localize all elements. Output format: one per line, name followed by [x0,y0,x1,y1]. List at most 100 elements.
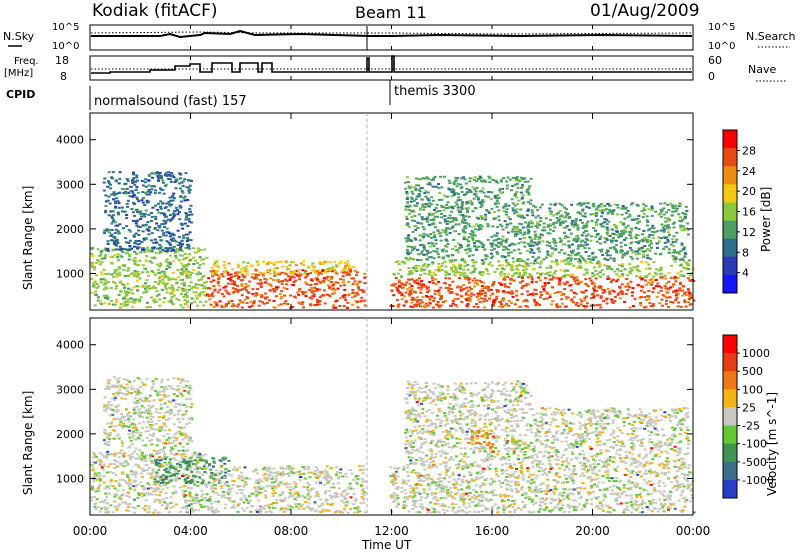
data-cell [646,240,649,243]
data-cell [437,294,441,297]
data-cell [529,177,533,180]
data-cell [176,229,180,232]
data-cell [413,298,417,301]
data-cell [246,262,250,264]
data-cell [492,217,496,220]
data-cell [527,223,531,226]
data-cell [394,277,398,279]
data-cell [526,229,530,231]
data-cell [503,304,507,307]
data-cell [514,233,518,235]
data-cell [142,421,146,424]
data-cell [637,249,641,252]
data-cell [217,284,221,287]
data-cell [545,292,549,295]
data-cell [250,276,254,279]
data-cell [606,278,610,280]
data-cell [436,210,440,213]
data-cell [394,261,398,264]
data-cell [122,422,125,425]
data-cell [267,261,271,263]
data-cell [564,211,568,214]
data-cell [622,231,626,234]
data-cell [115,238,119,241]
data-cell [439,304,443,307]
data-cell [150,453,154,456]
data-cell [202,304,206,307]
data-cell [95,455,98,458]
data-cell [564,235,568,238]
data-cell [140,458,143,461]
data-cell [190,302,193,305]
data-cell [450,226,454,229]
data-cell [137,393,141,396]
data-cell [562,293,566,296]
data-cell [194,251,197,254]
data-cell [328,269,332,272]
data-cell [218,300,222,303]
data-cell [537,242,541,245]
data-cell [173,490,177,493]
data-cell [468,189,472,192]
data-cell [630,249,634,252]
data-cell [140,241,144,243]
data-cell [197,279,201,282]
data-cell [176,413,180,416]
data-cell [119,245,122,248]
data-cell [109,256,113,259]
data-cell [99,251,103,254]
data-cell [597,204,601,207]
data-cell [233,304,236,307]
data-cell [146,482,150,485]
data-cell [595,289,599,292]
data-cell [602,264,606,267]
data-cell [123,500,127,503]
data-cell [615,249,618,252]
data-cell [572,264,576,267]
data-cell [478,226,481,229]
data-cell [189,439,192,442]
data-cell [199,477,203,480]
data-cell [422,232,426,235]
data-cell [199,456,202,459]
data-cell [187,457,191,460]
data-cell [418,281,421,284]
data-cell [425,176,429,179]
data-cell [609,247,613,249]
data-cell [469,271,473,274]
data-cell [105,287,109,290]
data-cell [163,446,166,449]
data-cell [192,263,196,265]
data-cell [605,218,609,221]
data-cell [472,285,476,288]
data-cell [668,296,672,299]
data-cell [263,296,267,299]
data-cell [616,268,620,271]
data-cell [95,274,98,277]
data-cell [127,510,131,513]
data-cell [530,209,534,212]
data-cell [128,458,132,461]
data-cell [405,176,409,179]
data-cell [180,181,184,184]
data-cell [606,203,610,205]
data-cell [660,223,664,226]
data-cell [157,475,161,478]
data-cell [135,196,139,199]
data-cell [658,253,662,256]
data-cell [560,260,563,263]
data-cell [630,268,634,271]
data-cell [240,306,244,309]
data-cell [128,477,131,480]
data-cell [587,257,591,260]
data-cell [601,222,605,225]
data-cell [411,192,415,195]
data-cell [463,248,467,251]
data-cell [184,499,188,502]
data-cell [574,219,578,222]
data-cell [586,243,590,246]
data-cell [323,302,327,305]
data-cell [345,269,348,272]
data-cell [501,187,505,190]
data-cell [342,278,345,281]
